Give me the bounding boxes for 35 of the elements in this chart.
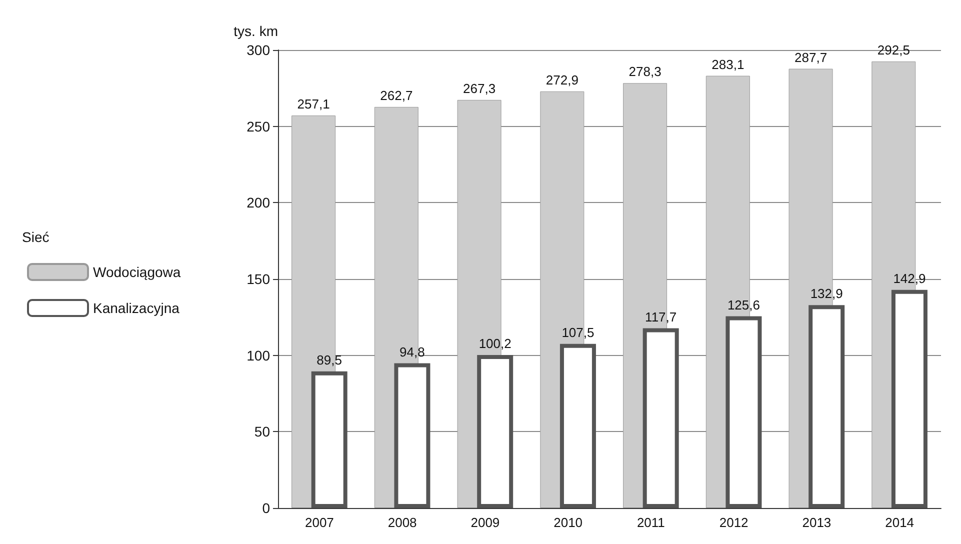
x-tick-label: 2014	[885, 515, 914, 530]
y-tick-label: 150	[246, 271, 270, 287]
data-label: 292,5	[877, 42, 910, 58]
data-label: 267,3	[463, 80, 496, 96]
x-tick-label: 2010	[554, 515, 583, 530]
x-tick-label: 2008	[388, 515, 417, 530]
data-label: 107,5	[562, 324, 594, 340]
data-label: 287,7	[794, 50, 828, 65]
y-tick-label: 100	[246, 347, 270, 364]
data-label: 257,1	[297, 96, 330, 112]
x-tick-label: 2011	[636, 515, 665, 530]
y-tick-label: 300	[246, 42, 270, 58]
data-label: 94,8	[400, 344, 425, 360]
data-label: 100,2	[478, 336, 512, 352]
y-tick-label: 250	[246, 118, 270, 134]
data-label: 278,3	[628, 64, 662, 80]
legend-title: Sieć	[22, 229, 50, 245]
y-tick-label: 50	[254, 424, 270, 440]
data-label: 117,7	[645, 309, 677, 324]
x-tick-label: 2007	[304, 515, 334, 530]
y-axis-title: tys. km	[234, 23, 278, 39]
data-label: 142,9	[893, 270, 926, 286]
x-tick-label: 2009	[470, 515, 500, 530]
data-label: 132,9	[810, 286, 843, 302]
data-label: 125,6	[727, 297, 760, 312]
y-tick-label: 200	[246, 194, 270, 211]
data-label: 283,1	[712, 56, 744, 72]
data-label: 89,5	[316, 352, 342, 368]
legend-label: Kanalizacyjna	[93, 300, 180, 316]
legend-label: Wodociągowa	[93, 264, 181, 280]
data-label: 262,7	[380, 88, 413, 103]
x-tick-label: 2013	[802, 515, 832, 530]
x-tick-label: 2012	[719, 515, 748, 530]
y-tick-label: 0	[262, 500, 270, 516]
data-label: 272,9	[546, 72, 578, 88]
